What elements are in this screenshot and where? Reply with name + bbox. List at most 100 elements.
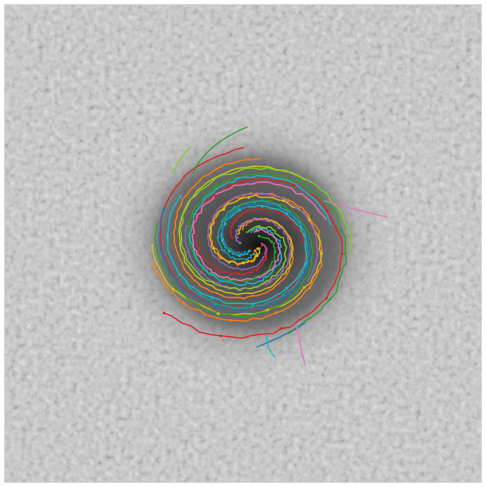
trace-marker <box>216 236 220 239</box>
trace-marker <box>226 201 230 204</box>
trace-marker <box>193 218 197 221</box>
arm-trace <box>179 166 352 292</box>
trace-marker <box>270 240 273 243</box>
trace-marker <box>213 302 217 306</box>
trace-marker <box>212 220 216 224</box>
trace-marker <box>269 203 272 206</box>
arm-trace-tail <box>172 146 192 174</box>
trace-marker <box>233 206 236 209</box>
trace-marker <box>308 218 311 222</box>
galaxy-image <box>5 5 481 482</box>
trace-marker <box>220 284 224 288</box>
trace-marker <box>256 247 259 250</box>
trace-marker <box>184 281 187 284</box>
trace-marker <box>273 250 277 254</box>
trace-marker <box>236 263 240 266</box>
trace-marker <box>237 272 241 276</box>
trace-marker <box>233 257 236 261</box>
trace-marker <box>185 225 188 228</box>
trace-marker <box>303 234 306 237</box>
trace-marker <box>301 271 304 274</box>
trace-marker <box>216 312 220 315</box>
trace-marker <box>260 204 264 208</box>
trace-marker <box>179 285 182 289</box>
trace-marker <box>257 234 261 238</box>
trace-marker <box>285 287 288 290</box>
trace-marker <box>245 258 248 261</box>
trace-marker <box>253 201 256 204</box>
trace-marker <box>223 222 227 225</box>
trace-marker <box>250 305 253 309</box>
trace-marker <box>275 311 278 314</box>
trace-marker <box>178 273 181 276</box>
trace-marker <box>304 262 307 266</box>
trace-marker <box>256 307 260 311</box>
trace-marker <box>209 226 212 230</box>
trace-marker <box>255 254 259 258</box>
trace-marker <box>222 208 226 211</box>
trace-marker <box>228 260 231 264</box>
trace-marker <box>151 244 154 247</box>
trace-marker <box>260 243 264 247</box>
trace-marker <box>166 234 169 238</box>
arm-trace <box>184 218 292 291</box>
trace-marker <box>171 288 175 291</box>
arm-trace <box>206 192 319 283</box>
trace-marker <box>281 293 285 297</box>
trace-marker <box>243 250 247 254</box>
trace-marker <box>251 302 255 306</box>
trace-marker <box>238 241 242 245</box>
trace-marker <box>252 252 256 255</box>
trace-marker <box>159 248 163 252</box>
trace-marker <box>244 286 248 290</box>
trace-marker <box>162 311 166 315</box>
trace-marker <box>293 184 296 187</box>
trace-marker <box>238 254 241 257</box>
trace-marker <box>201 267 205 271</box>
trace-marker <box>213 185 216 189</box>
trace-marker <box>285 212 288 216</box>
trace-marker <box>235 229 239 232</box>
trace-marker <box>268 267 272 270</box>
trace-marker <box>210 296 214 299</box>
trace-marker <box>248 249 251 253</box>
arm-trace-tail <box>256 322 306 348</box>
trace-marker <box>188 242 191 245</box>
trace-marker <box>242 261 245 265</box>
trace-marker <box>216 305 219 309</box>
trace-marker <box>288 253 292 256</box>
trace-marker <box>213 194 217 197</box>
trace-marker <box>242 222 245 226</box>
trace-marker <box>277 204 281 207</box>
arm-trace <box>191 181 327 282</box>
trace-marker <box>296 179 299 182</box>
trace-marker <box>266 308 269 312</box>
trace-marker <box>292 213 295 217</box>
trace-marker <box>265 282 268 285</box>
trace-marker <box>238 208 241 212</box>
trace-marker <box>179 194 182 198</box>
trace-marker <box>251 173 255 176</box>
trace-marker <box>210 240 214 244</box>
trace-marker <box>328 298 332 301</box>
trace-marker <box>197 247 201 250</box>
trace-marker <box>199 270 203 274</box>
trace-marker <box>220 230 224 233</box>
trace-marker <box>227 278 231 282</box>
trace-marker <box>221 238 224 242</box>
trace-marker <box>162 207 166 210</box>
trace-marker <box>221 220 224 223</box>
arm-trace-tail <box>324 200 388 218</box>
trace-marker <box>319 252 323 256</box>
trace-marker <box>252 277 256 280</box>
arm-traces <box>151 126 388 366</box>
trace-marker <box>287 199 290 202</box>
trace-marker <box>332 207 335 211</box>
trace-marker <box>247 196 251 199</box>
trace-marker <box>282 199 285 202</box>
trace-marker <box>288 292 292 295</box>
arm-trace <box>185 200 309 309</box>
trace-marker <box>249 178 253 181</box>
trace-marker <box>255 193 258 196</box>
trace-marker <box>310 220 313 224</box>
